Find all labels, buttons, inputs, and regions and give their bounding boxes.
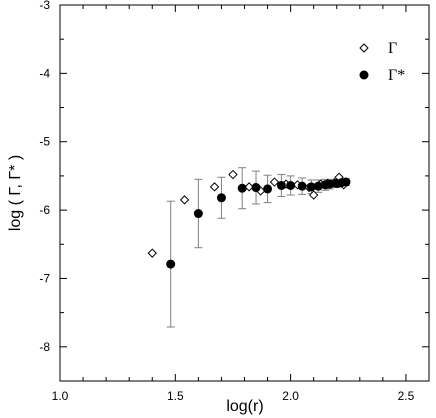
legend: Γ Γ* [359,40,405,84]
x-tick-label: 2.0 [282,389,299,403]
gamma-star-point [286,180,296,190]
plot-frame [59,4,430,382]
legend-marker-gamma [359,43,369,53]
gamma-point [179,195,190,205]
gamma-star-point [193,209,203,219]
x-tick-label: 1.0 [52,389,69,403]
y-tick-label: -7 [39,271,50,285]
gamma-star-point [166,259,176,269]
y-axis-label: log ( Γ, Γ* ) [7,155,24,231]
gamma-star-point [313,181,323,191]
x-tick-label: 1.5 [167,389,184,403]
legend-label-gamma-star: Γ* [388,67,405,84]
y-tick-label: -5 [39,135,50,149]
gamma-star-point [297,181,307,191]
axis-ticks: 1.0 1.5 2.0 2.5 -3 -4 -5 -6 -7 -8 [39,0,429,403]
gamma-point [269,177,280,187]
gamma-star-point [251,183,261,193]
gamma-star-point [263,184,273,194]
legend-marker-gamma-star [359,70,369,80]
gamma-star-point [325,179,335,189]
x-axis-label: log(r) [226,398,263,415]
gamma-point [147,248,157,258]
y-tick-label: -4 [39,66,50,80]
gamma-point [228,169,238,180]
gamma-star-point [237,183,247,193]
data-marks [147,169,351,269]
y-tick-label: -6 [39,203,50,217]
gamma-point [209,182,220,192]
gamma-star-point [276,180,286,190]
legend-label-gamma: Γ [388,40,397,57]
gamma-star-point [216,193,226,203]
y-tick-label: -8 [39,340,50,354]
gamma-star-point [341,177,351,187]
gamma-point [244,182,254,192]
y-tick-label: -3 [39,0,50,12]
gamma-star-point [306,182,316,192]
gamma-point [308,190,319,200]
x-tick-label: 2.5 [398,389,415,403]
